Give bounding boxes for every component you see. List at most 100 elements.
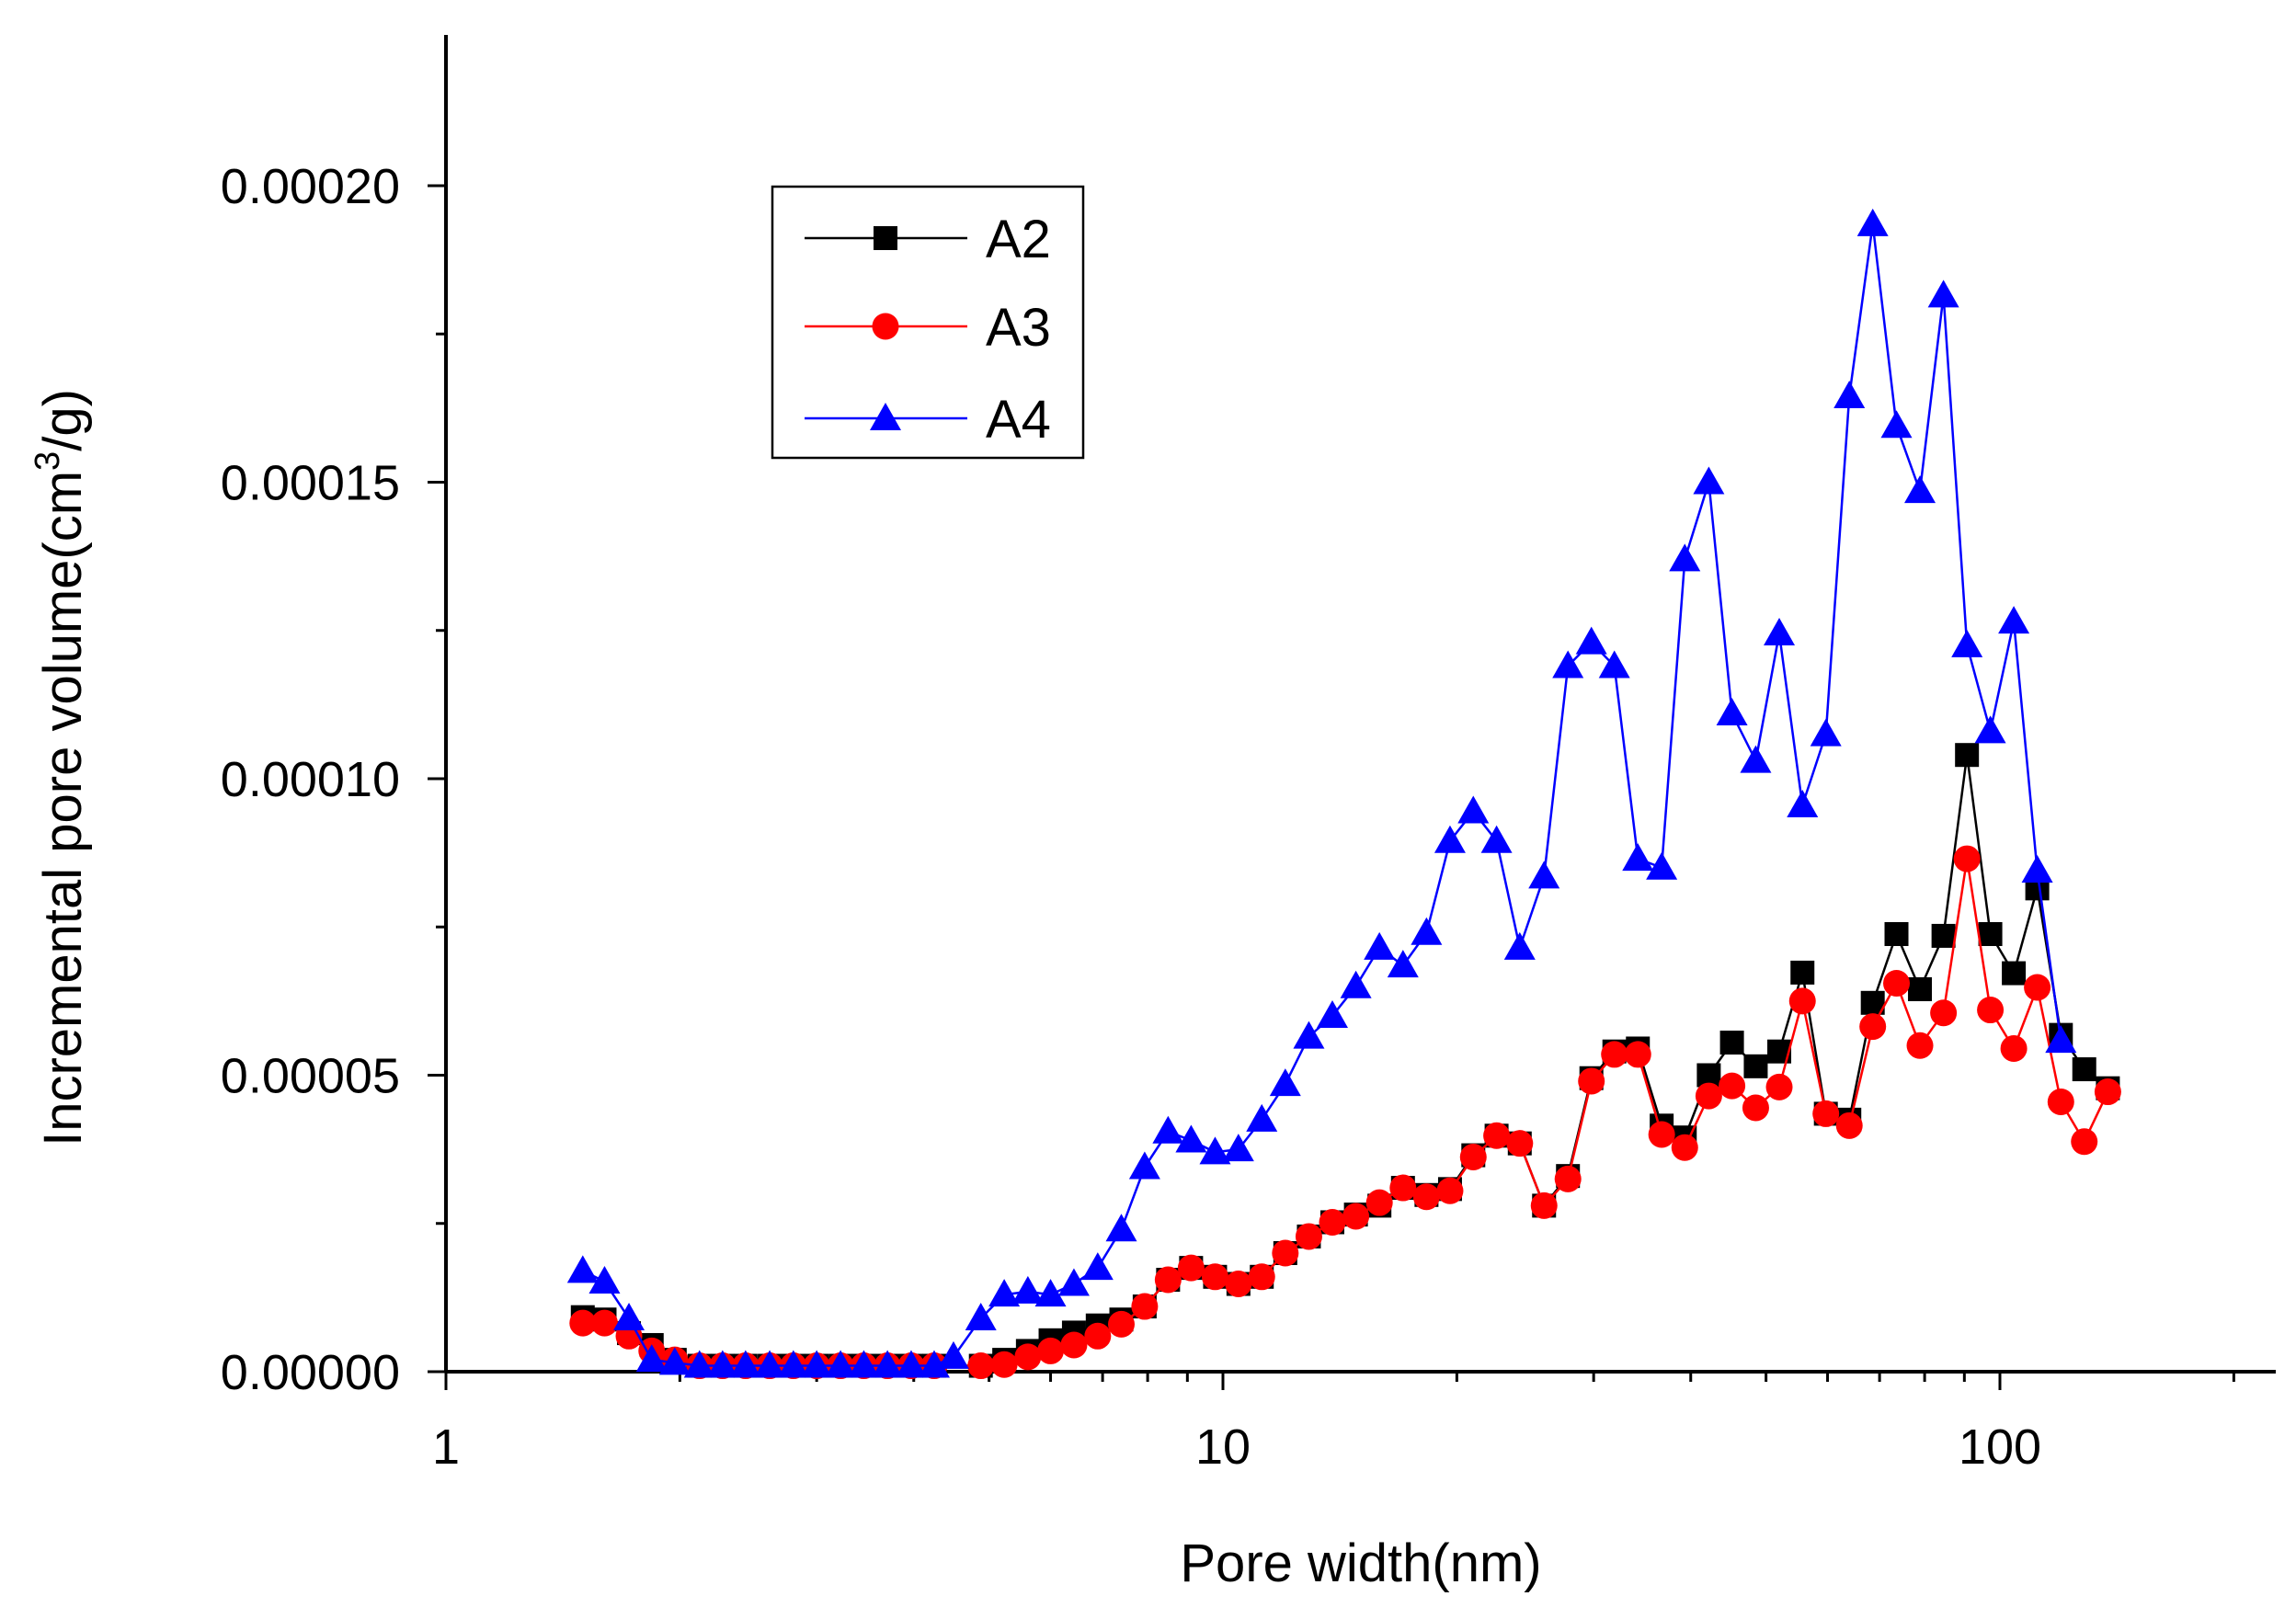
series-a4 xyxy=(566,208,2077,1378)
data-point-a3 xyxy=(990,1351,1018,1378)
data-point-a2 xyxy=(1884,921,1909,946)
x-tick-label: 1 xyxy=(432,1419,460,1475)
data-point-a4 xyxy=(1457,795,1490,824)
data-point-a3 xyxy=(569,1309,597,1337)
data-point-a3 xyxy=(1788,987,1816,1015)
data-point-a3 xyxy=(1812,1100,1840,1127)
y-ticks: 0.00000 0.00005 0.00010 0.00015 0.00020 xyxy=(221,159,446,1400)
y-tick-label: 0.00010 xyxy=(221,752,400,807)
data-point-a4 xyxy=(1552,650,1584,678)
data-point-a3 xyxy=(1906,1032,1934,1059)
data-point-a4 xyxy=(801,1350,833,1378)
data-point-a4 xyxy=(1622,843,1654,872)
data-point-a4 xyxy=(1598,650,1630,678)
data-point-a2 xyxy=(1978,921,2003,946)
data-point-a4 xyxy=(1764,617,1796,645)
y-axis-title-end: /g) xyxy=(33,389,93,451)
y-axis-title: Incremental pore volume(cm3/g) xyxy=(29,389,93,1146)
data-point-a3 xyxy=(1272,1239,1299,1267)
data-point-a4 xyxy=(1246,1103,1278,1132)
y-tick-label: 0.00020 xyxy=(221,159,400,214)
data-point-a4 xyxy=(1575,626,1607,655)
data-point-a4 xyxy=(1740,745,1772,773)
data-point-a3 xyxy=(1977,997,2005,1024)
legend-marker-a2 xyxy=(874,226,897,250)
data-point-a3 xyxy=(1506,1130,1534,1157)
data-point-a2 xyxy=(1955,743,1980,768)
x-tick-label: 10 xyxy=(1195,1419,1251,1475)
data-point-a3 xyxy=(1578,1067,1605,1095)
data-point-a4 xyxy=(1293,1020,1325,1049)
data-point-a3 xyxy=(2000,1034,2028,1062)
data-point-a3 xyxy=(1060,1331,1088,1359)
data-point-a3 xyxy=(1530,1191,1558,1219)
data-point-a3 xyxy=(590,1309,618,1337)
data-point-a4 xyxy=(1669,543,1701,572)
x-ticks: 1 10 100 xyxy=(432,1372,2235,1475)
data-point-a4 xyxy=(1528,861,1560,889)
data-point-a2 xyxy=(2072,1057,2096,1082)
data-point-a4 xyxy=(1927,279,1959,308)
y-tick-label: 0.00005 xyxy=(221,1049,400,1104)
data-point-a3 xyxy=(1765,1073,1793,1100)
data-point-a2 xyxy=(1790,960,1815,985)
data-point-a2 xyxy=(1931,923,1956,948)
data-point-a4 xyxy=(1833,380,1866,408)
data-point-a3 xyxy=(1248,1263,1275,1291)
data-point-a4 xyxy=(754,1350,786,1378)
data-point-a3 xyxy=(2024,974,2051,1001)
legend-label-a3: A3 xyxy=(986,298,1051,358)
data-point-a4 xyxy=(965,1302,997,1330)
data-point-a3 xyxy=(1084,1322,1112,1350)
data-point-a4 xyxy=(658,1347,691,1375)
legend-marker-a3 xyxy=(872,313,899,340)
data-point-a4 xyxy=(1011,1275,1044,1304)
x-tick-label: 100 xyxy=(1959,1419,2041,1475)
y-tick-label: 0.00015 xyxy=(221,456,400,511)
data-point-a4 xyxy=(1503,931,1536,960)
data-point-a4 xyxy=(1316,1000,1348,1028)
legend-box xyxy=(771,185,1085,460)
data-point-a4 xyxy=(2045,1025,2077,1054)
data-point-a4 xyxy=(1974,715,2006,744)
legend-item-a4: A4 xyxy=(805,390,1051,450)
data-point-a3 xyxy=(1883,970,1911,998)
data-point-a4 xyxy=(777,1350,809,1378)
data-point-a3 xyxy=(1436,1177,1464,1204)
data-point-a4 xyxy=(566,1255,599,1283)
axes: 1 10 100 0.000000.000050.000100.000150.000… xyxy=(221,35,2276,1475)
y-axis-title-sup: 3 xyxy=(29,451,67,471)
data-point-a3 xyxy=(1295,1223,1322,1250)
legend-items: A2 A3 A4 xyxy=(805,210,1051,450)
data-point-a4 xyxy=(1034,1279,1067,1307)
data-point-a4 xyxy=(1856,208,1889,236)
data-point-a4 xyxy=(1646,851,1678,880)
data-point-a4 xyxy=(1411,917,1443,945)
data-point-a4 xyxy=(1387,950,1419,978)
data-point-a3 xyxy=(1201,1263,1228,1291)
legend-label-a2: A2 xyxy=(986,210,1051,269)
data-point-a3 xyxy=(1319,1208,1346,1236)
data-point-a4 xyxy=(918,1350,950,1378)
data-point-a4 xyxy=(1081,1252,1114,1281)
data-point-a4 xyxy=(683,1350,715,1378)
data-point-a3 xyxy=(1648,1121,1675,1148)
data-point-a3 xyxy=(1695,1082,1722,1110)
data-point-a3 xyxy=(1459,1144,1487,1171)
data-point-a3 xyxy=(1483,1122,1511,1149)
data-point-a4 xyxy=(1998,606,2030,634)
y-tick-label: 0.00000 xyxy=(221,1345,400,1400)
data-point-a4 xyxy=(1434,825,1466,853)
data-point-a2 xyxy=(2002,961,2027,986)
series-a2 xyxy=(570,743,2120,1378)
data-point-a4 xyxy=(988,1279,1021,1307)
data-point-a4 xyxy=(1693,466,1725,495)
data-point-a3 xyxy=(1108,1310,1136,1338)
data-point-a3 xyxy=(1037,1337,1065,1364)
data-point-a3 xyxy=(1365,1189,1393,1216)
data-point-a2 xyxy=(1908,976,1933,1001)
data-point-a4 xyxy=(1175,1124,1207,1153)
data-point-a3 xyxy=(967,1352,995,1380)
data-point-a4 xyxy=(848,1350,880,1378)
